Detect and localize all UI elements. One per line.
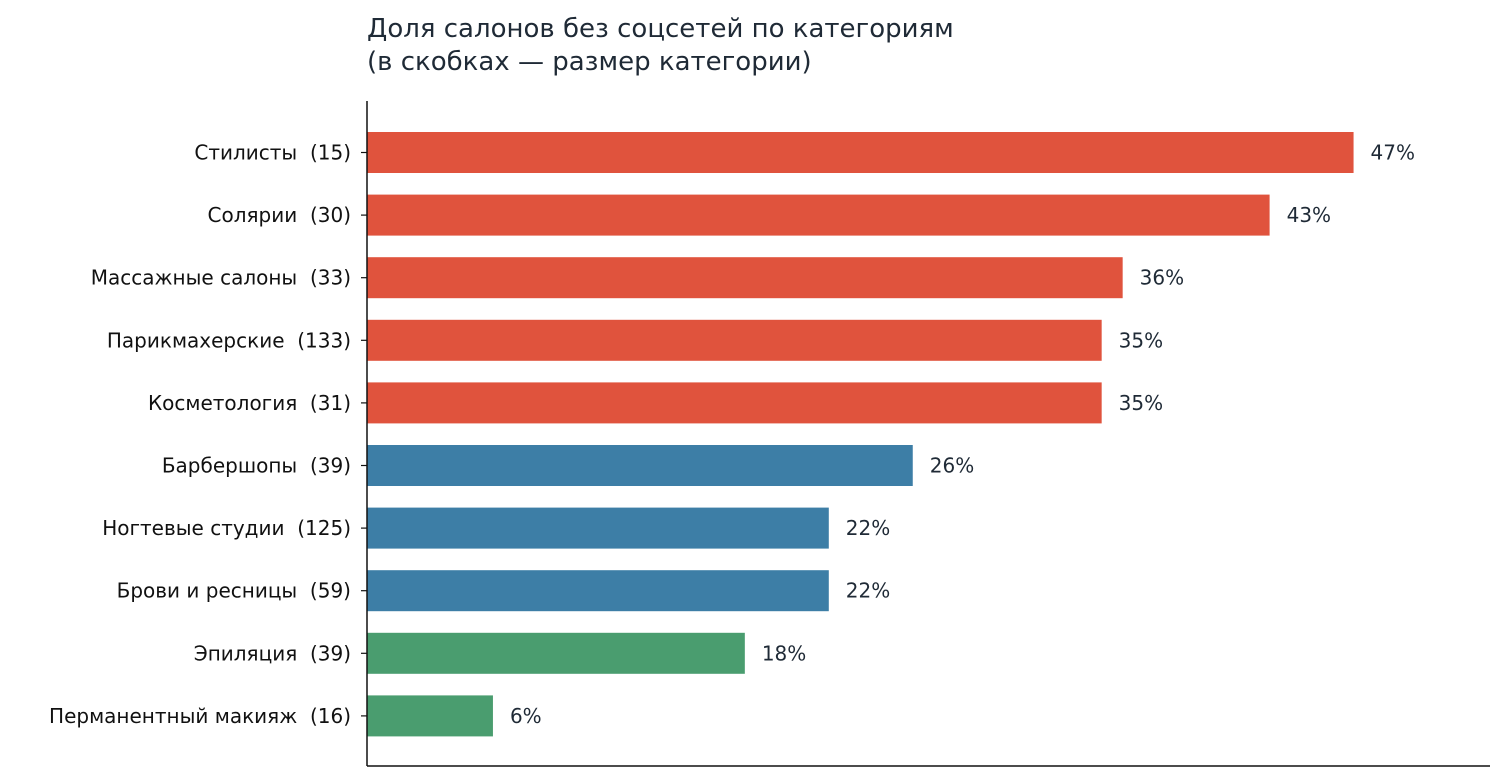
bar-1	[367, 194, 1270, 236]
value-label-8: 18%	[762, 641, 806, 665]
bar-4	[367, 382, 1102, 424]
category-labels-group: Стилисты (15) Солярии (30) Массажные салон…	[49, 141, 351, 728]
bar-3	[367, 319, 1102, 361]
category-label-7: Брови и ресницы (59)	[117, 579, 351, 603]
category-label-3: Парикмахерские (133)	[107, 328, 351, 352]
value-label-0: 47%	[1371, 141, 1415, 165]
bar-2	[367, 257, 1123, 299]
category-label-8: Эпиляция (39)	[194, 641, 351, 665]
bar-5	[367, 445, 913, 486]
value-label-2: 36%	[1140, 266, 1184, 290]
value-labels-group: 47% 43% 36% 35% 35% 26% 22% 22% 18% 6%	[510, 141, 1415, 728]
bar-8	[367, 632, 745, 674]
value-label-7: 22%	[846, 579, 890, 603]
category-label-0: Стилисты (15)	[194, 141, 351, 165]
bar-7	[367, 570, 829, 612]
value-label-5: 26%	[930, 454, 974, 478]
bars-group	[367, 132, 1354, 737]
y-ticks-group	[361, 151, 367, 717]
value-label-1: 43%	[1287, 203, 1331, 227]
value-label-3: 35%	[1119, 328, 1163, 352]
bar-9	[367, 695, 493, 737]
category-label-9: Перманентный макияж (16)	[49, 704, 351, 728]
category-label-5: Барбершопы (39)	[162, 454, 351, 478]
category-label-2: Массажные салоны (33)	[91, 266, 351, 290]
category-label-1: Солярии (30)	[208, 203, 351, 227]
bar-0	[367, 132, 1354, 173]
value-label-4: 35%	[1119, 391, 1163, 415]
bar-6	[367, 507, 829, 549]
chart-title-line-1: Доля салонов без соцсетей по категориям	[367, 14, 954, 44]
category-label-6: Ногтевые студии (125)	[102, 516, 351, 540]
value-label-6: 22%	[846, 516, 890, 540]
category-label-4: Косметология (31)	[148, 391, 351, 415]
chart-title-line-2: (в скобках — размер категории)	[367, 47, 812, 77]
value-label-9: 6%	[510, 704, 542, 728]
